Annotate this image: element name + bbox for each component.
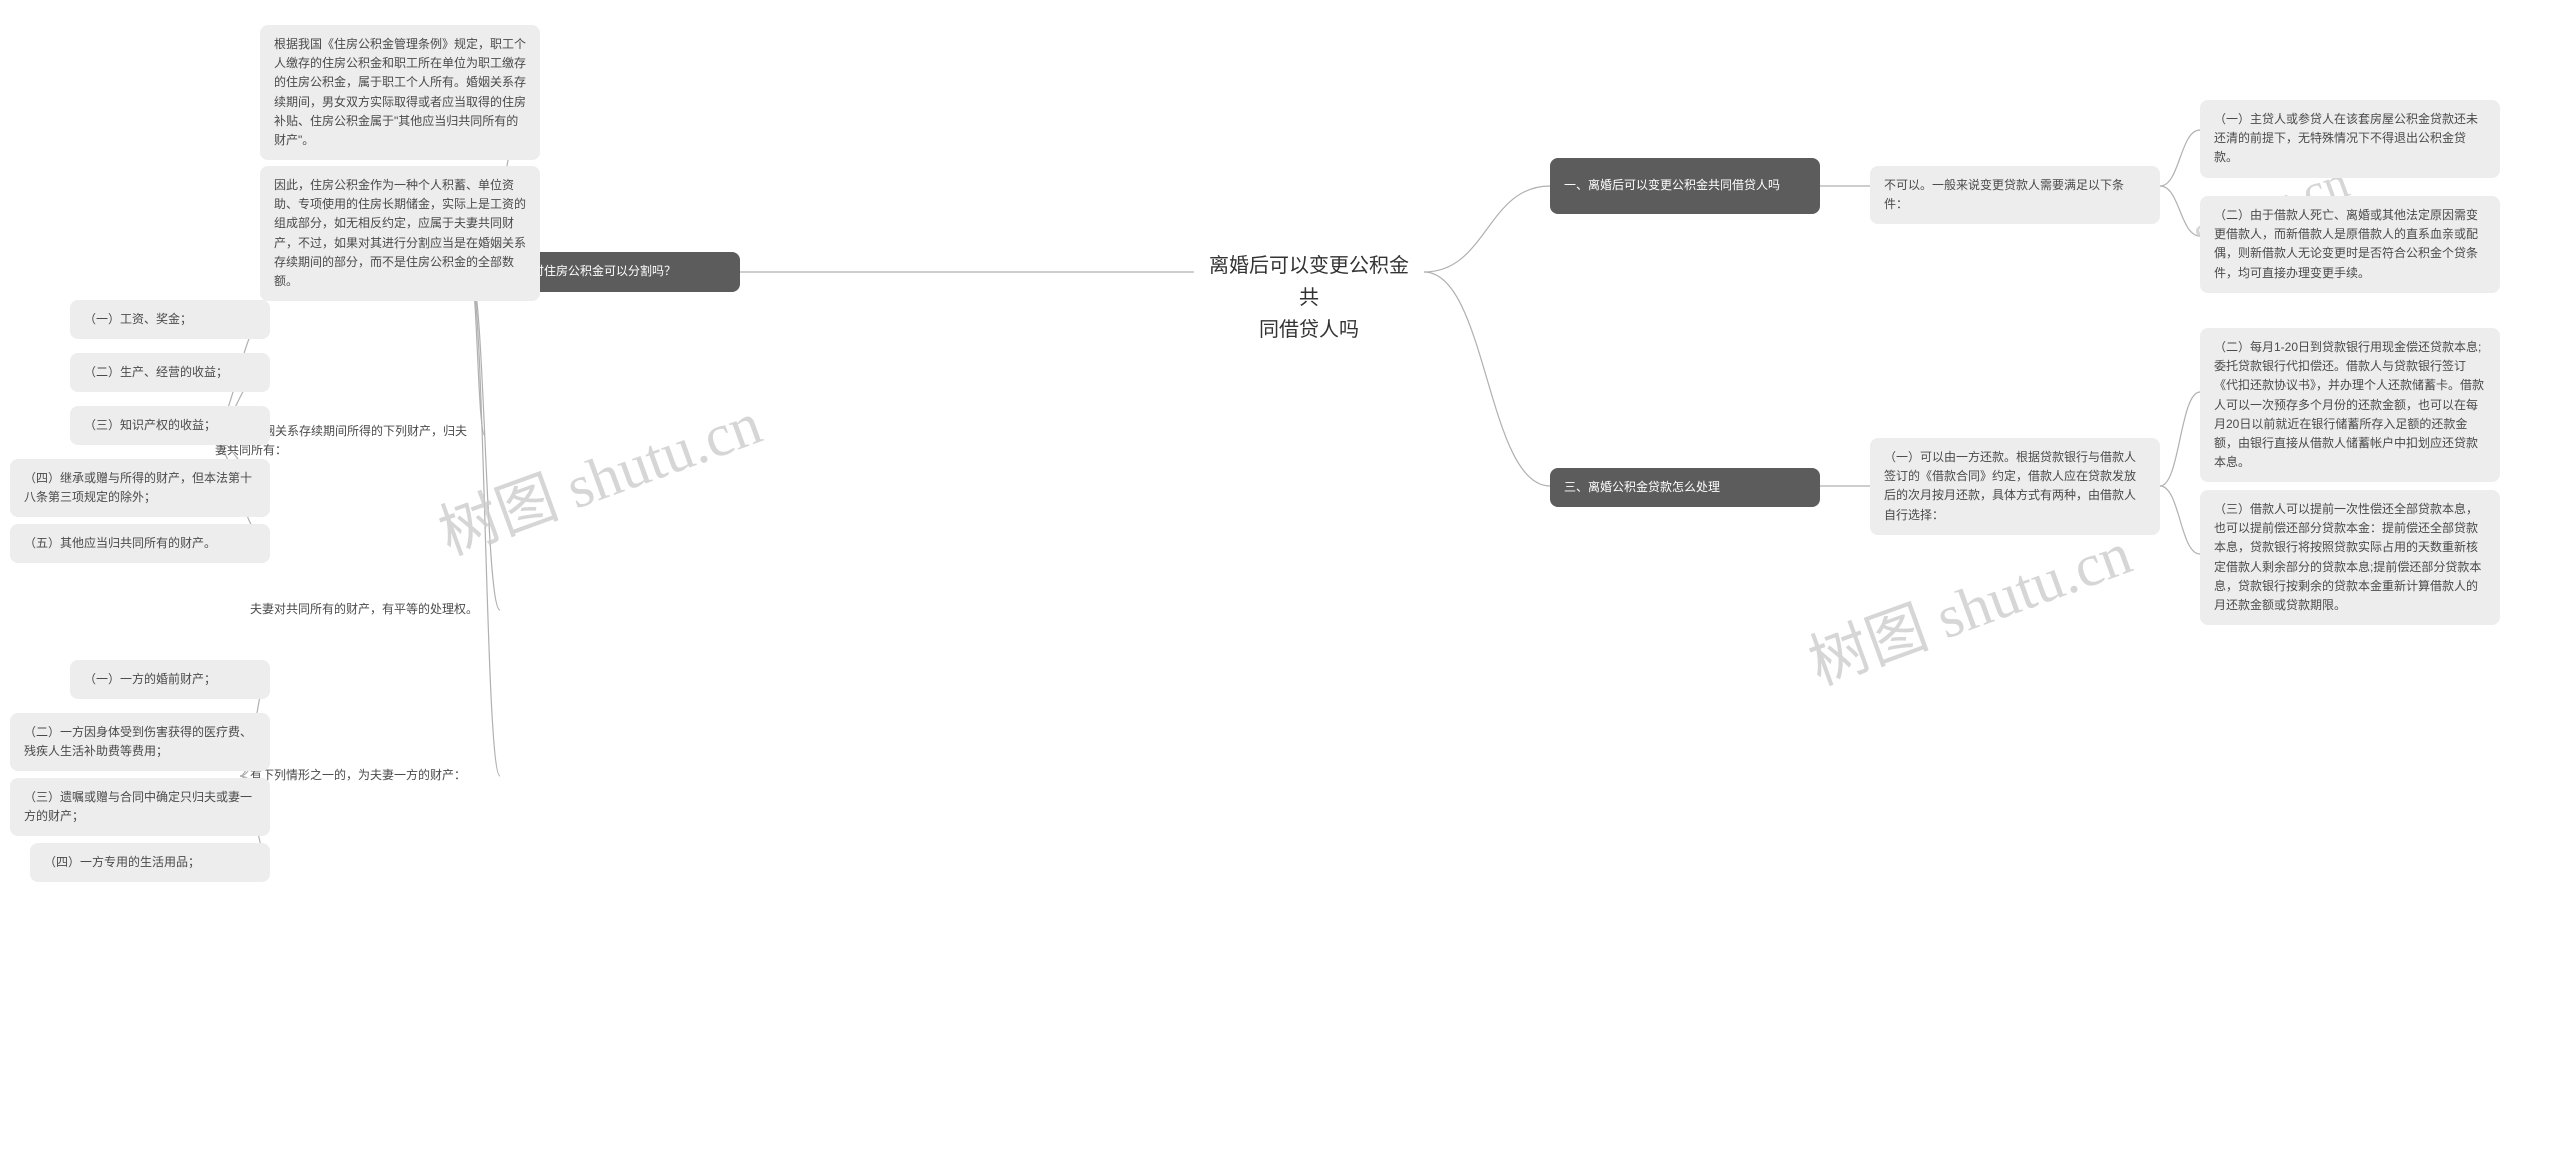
node-l2c1: （一）工资、奖金；: [70, 300, 270, 339]
node-r3a1: （二）每月1-20日到贷款银行用现金偿还贷款本息;委托贷款银行代扣偿还。借款人与…: [2200, 328, 2500, 482]
node-l2c3: （三）知识产权的收益；: [70, 406, 270, 445]
node-r3a: （一）可以由一方还款。根据贷款银行与借款人签订的《借款合同》约定，借款人应在贷款…: [1870, 438, 2160, 535]
edge-r1a-r1a2: [2160, 186, 2200, 236]
node-r1: 一、离婚后可以变更公积金共同借贷人吗: [1550, 158, 1820, 214]
node-r1a1: （一）主贷人或参贷人在该套房屋公积金贷款还未还清的前提下，无特殊情况下不得退出公…: [2200, 100, 2500, 178]
node-l2e3: （三）遗嘱或赠与合同中确定只归夫或妻一方的财产；: [10, 778, 270, 836]
node-l2e1: （一）一方的婚前财产；: [70, 660, 270, 699]
edge-center-r1: [1424, 186, 1550, 272]
edge-l2-l2e: [470, 272, 500, 776]
node-r3a2: （三）借款人可以提前一次性偿还全部贷款本息，也可以提前偿还部分贷款本金：提前偿还…: [2200, 490, 2500, 625]
node-center: 离婚后可以变更公积金共 同借贷人吗: [1194, 240, 1424, 356]
node-l2c2: （二）生产、经营的收益；: [70, 353, 270, 392]
node-l2d: 夫妻对共同所有的财产，有平等的处理权。: [240, 594, 500, 626]
edge-center-r3: [1424, 272, 1550, 486]
node-l2e2: （二）一方因身体受到伤害获得的医疗费、残疾人生活补助费等费用；: [10, 713, 270, 771]
node-l2b: 因此，住房公积金作为一种个人积蓄、单位资助、专项使用的住房长期储金，实际上是工资…: [260, 166, 540, 301]
node-r3: 三、离婚公积金贷款怎么处理: [1550, 468, 1820, 507]
node-l2e: 有下列情形之一的，为夫妻一方的财产：: [240, 760, 500, 792]
edge-r3a-r3a1: [2160, 392, 2200, 486]
node-l2c4: （四）继承或赠与所得的财产，但本法第十八条第三项规定的除外；: [10, 459, 270, 517]
node-l2c5: （五）其他应当归共同所有的财产。: [10, 524, 270, 563]
node-r1a2: （二）由于借款人死亡、离婚或其他法定原因需变更借款人，而新借款人是原借款人的直系…: [2200, 196, 2500, 293]
mindmap-canvas: 树图 shutu.cn树图 shutu.cnshutu.cn离婚后可以变更公积金…: [0, 0, 2560, 1163]
node-l2e4: （四）一方专用的生活用品；: [30, 843, 270, 882]
edge-r3a-r3a2: [2160, 486, 2200, 554]
node-l2a: 根据我国《住房公积金管理条例》规定，职工个人缴存的住房公积金和职工所在单位为职工…: [260, 25, 540, 160]
edge-r1a-r1a1: [2160, 130, 2200, 186]
node-r1a: 不可以。一般来说变更贷款人需要满足以下条件：: [1870, 166, 2160, 224]
